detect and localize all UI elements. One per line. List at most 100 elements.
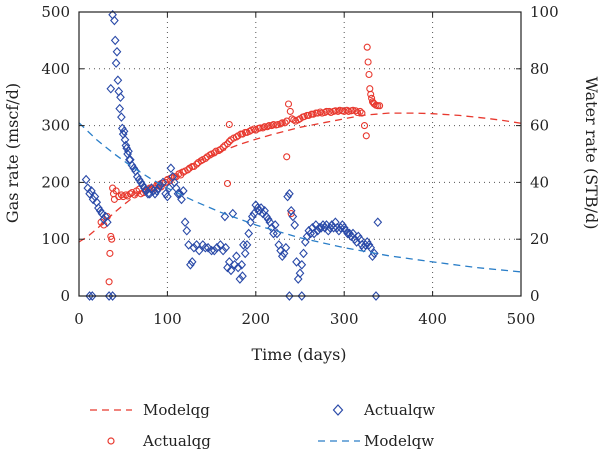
data-point-actualqw bbox=[104, 291, 114, 301]
data-point-actualqw bbox=[166, 163, 176, 174]
data-point-actualqg bbox=[376, 102, 384, 110]
data-point-actualqw bbox=[178, 186, 188, 196]
data-point-actualqw bbox=[163, 191, 172, 202]
y-axis-label-right: Water rate (STB/d) bbox=[582, 77, 600, 230]
data-point-actualqw bbox=[154, 183, 163, 193]
data-point-actualqg bbox=[336, 106, 344, 114]
data-point-actualqw bbox=[345, 228, 354, 239]
data-point-actualqw bbox=[270, 220, 280, 230]
data-point-actualqw bbox=[233, 262, 243, 273]
data-point-actualqg bbox=[356, 107, 364, 115]
data-point-actualqg bbox=[318, 109, 326, 117]
data-point-actualqw bbox=[122, 143, 132, 154]
data-point-actualqw bbox=[346, 231, 356, 242]
data-point-actualqg bbox=[259, 124, 267, 132]
legend-actualqg-label: Actualqg bbox=[142, 432, 211, 450]
data-point-actualqw bbox=[117, 123, 127, 134]
data-point-actualqg bbox=[269, 120, 278, 129]
data-point-actualqg bbox=[274, 120, 282, 129]
data-point-actualqw bbox=[293, 274, 303, 284]
y-left-tick-label: 500 bbox=[41, 3, 70, 21]
plot-series bbox=[78, 9, 522, 301]
data-point-actualqw bbox=[110, 15, 119, 26]
data-point-actualqg bbox=[225, 137, 233, 146]
data-point-actualqw bbox=[297, 291, 307, 301]
y-left-tick-label: 400 bbox=[41, 60, 70, 78]
data-point-actualqw bbox=[124, 146, 133, 157]
data-point-actualqw bbox=[281, 242, 291, 253]
data-point-actualqw bbox=[184, 240, 193, 250]
data-point-actualqw bbox=[364, 240, 374, 250]
data-point-actualqw bbox=[228, 208, 238, 219]
data-point-actualqw bbox=[329, 222, 338, 233]
data-point-actualqg bbox=[322, 107, 331, 115]
data-point-actualqw bbox=[239, 240, 248, 250]
data-point-actualqw bbox=[263, 214, 273, 225]
data-point-actualqw bbox=[220, 211, 230, 222]
data-point-actualqw bbox=[177, 194, 186, 205]
data-point-actualqg bbox=[225, 120, 233, 129]
data-point-actualqw bbox=[223, 262, 232, 273]
data-point-actualqw bbox=[110, 35, 120, 46]
data-point-actualqg bbox=[367, 90, 375, 98]
data-point-actualqw bbox=[302, 231, 312, 242]
data-point-actualqw bbox=[182, 225, 192, 236]
x-tick-label: 400 bbox=[418, 310, 447, 328]
data-point-actualqw bbox=[238, 271, 247, 281]
y-right-tick-label: 40 bbox=[530, 173, 549, 191]
data-point-actualqg bbox=[122, 191, 130, 199]
data-point-actualqw bbox=[85, 188, 94, 199]
data-point-actualqw bbox=[309, 228, 319, 239]
data-point-actualqw bbox=[299, 248, 308, 259]
data-point-actualqg bbox=[345, 107, 353, 115]
data-point-actualqg bbox=[360, 122, 369, 130]
data-point-actualqw bbox=[352, 237, 361, 247]
data-point-actualqw bbox=[136, 177, 146, 188]
data-point-actualqg bbox=[126, 190, 134, 198]
data-point-actualqg bbox=[215, 147, 223, 155]
data-point-actualqg bbox=[110, 195, 118, 203]
data-point-actualqw bbox=[251, 200, 261, 210]
data-point-actualqw bbox=[155, 180, 165, 191]
data-point-actualqw bbox=[244, 228, 254, 239]
data-point-actualqw bbox=[247, 211, 257, 222]
x-tick-label: 500 bbox=[507, 310, 536, 328]
x-tick-label: 0 bbox=[74, 310, 84, 328]
y-right-tick-label: 60 bbox=[530, 117, 549, 135]
data-point-actualqg bbox=[364, 58, 372, 66]
data-point-actualqw bbox=[186, 259, 195, 270]
data-point-actualqw bbox=[113, 75, 123, 86]
data-point-actualqg bbox=[277, 120, 285, 128]
data-point-actualqg bbox=[108, 235, 116, 243]
data-point-actualqg bbox=[219, 143, 227, 151]
data-point-actualqw bbox=[221, 242, 231, 253]
data-point-actualqg bbox=[184, 166, 192, 174]
x-tick-label: 100 bbox=[153, 310, 182, 328]
data-point-actualqg bbox=[201, 154, 209, 163]
data-point-actualqw bbox=[230, 259, 239, 270]
data-point-actualqw bbox=[112, 46, 122, 57]
data-point-actualqw bbox=[240, 248, 250, 259]
legend-actualqw-label: Actualqw bbox=[363, 401, 435, 419]
gridlines bbox=[79, 12, 521, 296]
data-point-actualqw bbox=[341, 225, 351, 236]
data-point-actualqw bbox=[158, 177, 168, 188]
data-point-actualqw bbox=[292, 257, 301, 267]
data-point-actualqw bbox=[88, 194, 98, 205]
data-point-actualqw bbox=[295, 268, 305, 279]
data-point-actualqw bbox=[224, 257, 234, 267]
data-point-actualqw bbox=[336, 222, 346, 233]
legend-modelqg-label: Modelqg bbox=[143, 401, 210, 419]
data-point-actualqw bbox=[288, 211, 298, 222]
data-point-actualqw bbox=[277, 251, 287, 262]
data-point-actualqw bbox=[212, 242, 222, 253]
data-point-actualqw bbox=[366, 242, 376, 253]
data-point-actualqw bbox=[189, 242, 199, 253]
data-point-actualqw bbox=[180, 217, 190, 228]
y-left-tick-label: 300 bbox=[41, 117, 70, 135]
data-point-actualqg bbox=[112, 187, 120, 195]
data-point-actualqw bbox=[119, 126, 129, 137]
series-modelqg bbox=[78, 112, 522, 243]
data-point-actualqg bbox=[283, 153, 291, 161]
data-point-actualqg bbox=[368, 94, 376, 102]
